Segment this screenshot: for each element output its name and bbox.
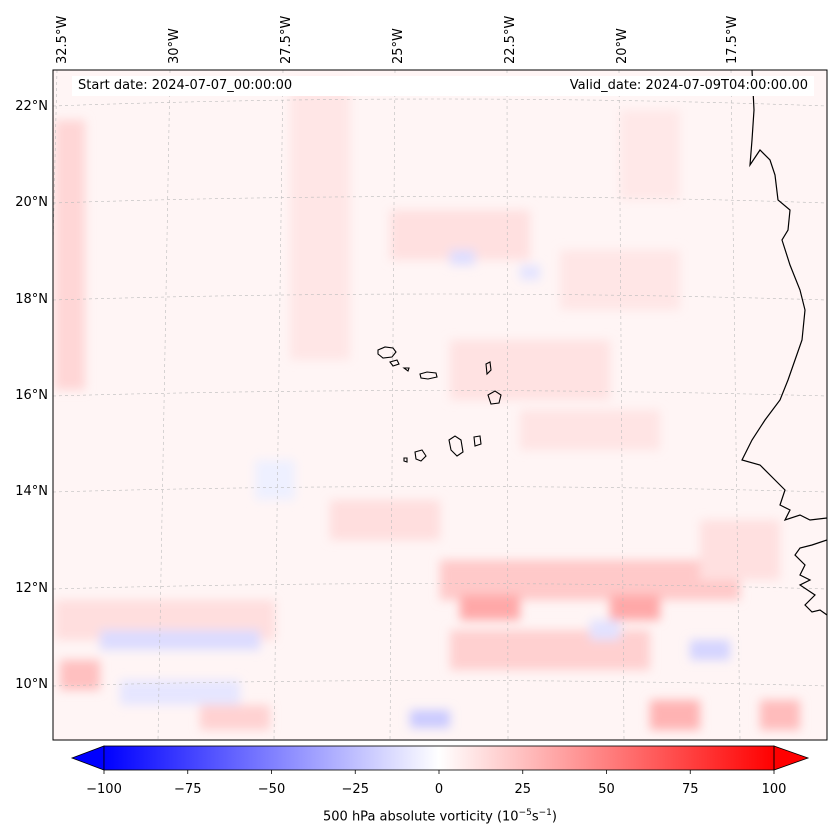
colorbar-tick-label: 75 [681, 782, 699, 797]
colorbar-tick-label: −100 [86, 782, 122, 797]
colorbar-tick-label: 25 [514, 782, 532, 797]
colorbar-tick-label: 50 [598, 782, 615, 797]
vorticity-field [53, 70, 827, 740]
colorbar-tick-label: 0 [434, 782, 444, 797]
colorbar-tick-label: −50 [257, 782, 286, 797]
longitude-label: 30°W [167, 28, 182, 64]
latitude-label: 20°N [15, 195, 48, 210]
colorbar-extend-max [773, 745, 810, 771]
colorbar-extend-min [70, 745, 105, 771]
latitude-label: 16°N [15, 388, 48, 403]
latitude-label: 14°N [15, 484, 48, 499]
longitude-label: 20°W [615, 28, 630, 64]
latitude-label: 12°N [15, 581, 48, 596]
latitude-label: 10°N [15, 677, 48, 692]
cape-verde-islands [377, 346, 502, 463]
colorbar-title: 500 hPa absolute vorticity (10−5s−1) [323, 808, 557, 825]
colorbar-tick-label: −75 [174, 782, 202, 797]
africa-coastline [741, 70, 827, 522]
valid-date-label: Valid_date: 2024-07-09T04:00:00.00 [452, 76, 814, 96]
latitude-label: 18°N [15, 292, 48, 307]
gridlines [53, 70, 827, 740]
latitude-label: 22°N [15, 99, 48, 114]
west-africa-coastline [794, 539, 827, 616]
longitude-label: 25°W [391, 28, 406, 64]
map-frame [52, 69, 828, 741]
longitude-label: 27.5°W [279, 15, 294, 64]
colorbar [70, 745, 810, 774]
colorbar-tick-label: 100 [761, 782, 787, 797]
colorbar-tick-label: −25 [341, 782, 369, 797]
longitude-label: 32.5°W [55, 15, 70, 64]
longitude-label: 17.5°W [725, 15, 740, 64]
longitude-label: 22.5°W [503, 15, 518, 64]
colorbar-gradient [104, 746, 774, 770]
start-date-label: Start date: 2024-07-07_00:00:00 [72, 76, 458, 96]
